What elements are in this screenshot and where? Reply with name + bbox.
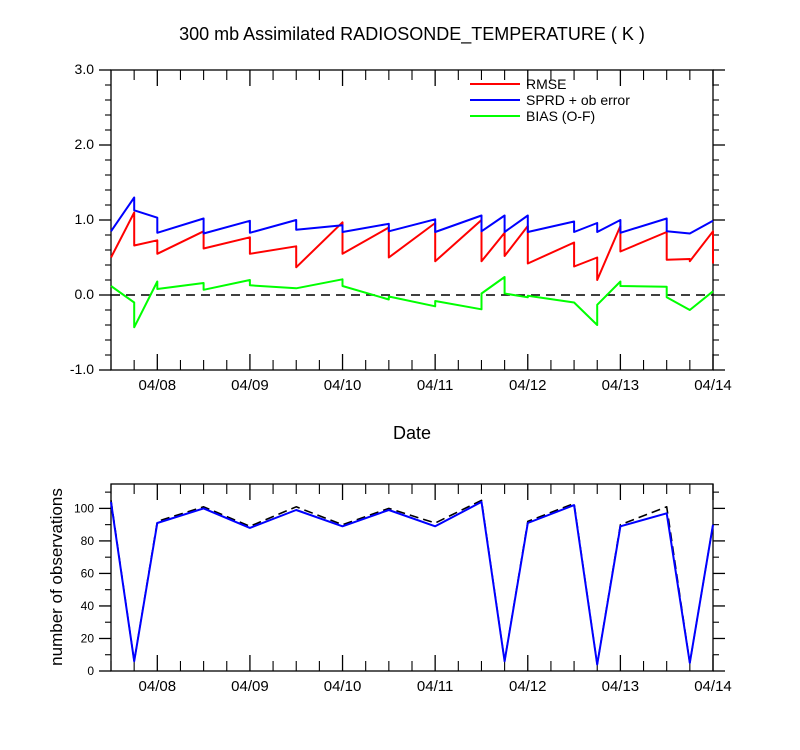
bottom-x-tick-label: 04/12 [509,678,547,695]
top-x-axis-label: Date [393,423,431,443]
bottom-y-tick-label: 20 [81,631,95,645]
bottom-chart: 04/08 04/09 04/10 04/11 04/12 04/13 04/14 0 20 40… [74,483,732,695]
bottom-x-tick-label: 04/08 [139,678,177,695]
top-x-tick-label: 04/14 [694,377,732,394]
bottom-x-tick-label: 04/10 [324,678,362,695]
legend-label-rmse: RMSE [526,76,566,92]
top-x-tick-label: 04/11 [417,377,453,394]
top-series-rmse-line [110,211,714,281]
bottom-x-tick-label: 04/14 [694,678,732,695]
top-x-tick-label: 04/09 [231,377,269,394]
legend-label-sprd-ob-error: SPRD + ob error [526,92,630,108]
top-x-tick-label: 04/12 [509,377,547,394]
top-x-tick-label: 04/10 [324,377,362,394]
top-series-sprd-ob-error-line [110,196,714,235]
chart-title: 300 mb Assimilated RADIOSONDE_TEMPERATUR… [179,24,645,45]
top-y-tick-label: 2.0 [75,136,95,152]
bottom-y-tick-label: 80 [81,534,95,548]
bottom-y-tick-label: 40 [81,599,95,613]
top-chart: 04/08 04/09 04/10 04/11 04/12 04/13 04/14 -1.0 0… [70,61,732,394]
top-y-tick-label: 3.0 [75,61,95,77]
bottom-x-tick-label: 04/13 [602,678,640,695]
bottom-y-axis-label: number of observations [47,488,66,666]
top-y-tick-label: 0.0 [75,286,95,302]
bottom-series-possible-line [110,499,714,666]
top-x-tick-label: 04/08 [139,377,177,394]
bottom-x-tick-label: 04/11 [417,678,453,695]
top-y-tick-label: 1.0 [75,211,95,227]
bottom-series-assimilated-line [110,500,714,666]
bottom-y-tick-label: 100 [74,501,94,515]
top-x-tick-label: 04/13 [602,377,640,394]
legend-label-bias-o-f: BIAS (O-F) [526,108,595,124]
bottom-y-tick-label: 0 [87,664,94,678]
top-y-tick-label: -1.0 [70,361,94,377]
bottom-y-tick-label: 60 [81,566,95,580]
bottom-plot-frame [110,483,714,672]
top-series-bias-o-f-line [110,276,714,329]
bottom-x-tick-label: 04/09 [231,678,269,695]
